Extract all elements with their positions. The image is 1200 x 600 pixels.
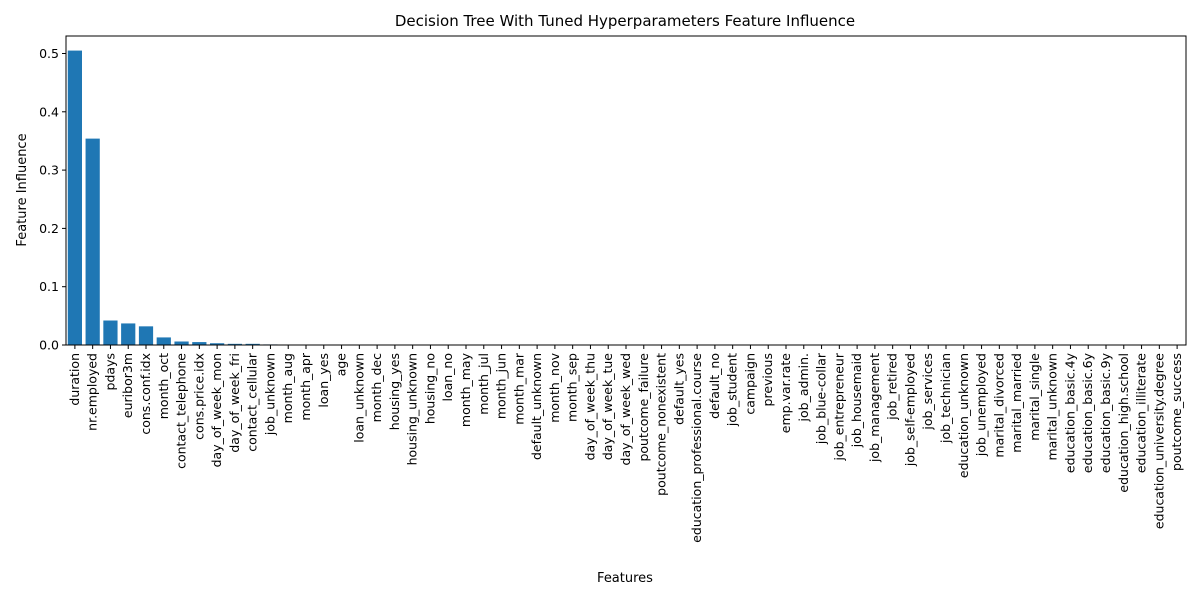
bars-group	[67, 50, 349, 345]
x-tick-label: day_of_week_wed	[618, 353, 633, 465]
bar-contact_telephone	[174, 341, 189, 345]
x-tick-label: default_yes	[671, 353, 686, 425]
x-tick-label: education_basic.9y	[1098, 352, 1113, 473]
x-tick-label: job_admin.	[796, 353, 811, 422]
bar-cons.conf.idx	[138, 326, 154, 345]
x-tick-label: day_of_week_tue	[600, 353, 615, 460]
x-tick-label: duration	[67, 353, 82, 406]
x-tick-label: euribor3m	[120, 353, 135, 418]
x-tick-label: pdays	[102, 353, 117, 390]
x-tick-label: campaign	[742, 353, 757, 415]
bar-month_oct	[156, 337, 171, 345]
x-tick-label: education_basic.4y	[1062, 352, 1077, 473]
x-tick-label: marital_divorced	[991, 353, 1006, 458]
x-tick-label: day_of_week_thu	[582, 353, 597, 460]
x-tick-label: job_unknown	[262, 353, 277, 436]
y-axis: 0.0 0.1 0.2 0.3 0.4 0.5	[39, 46, 66, 353]
x-tick-label: month_jul	[476, 353, 491, 415]
x-tick-label: job_blue-collar	[814, 352, 829, 445]
x-axis: duration nr.employed pdays euribor3m cons.co…	[67, 345, 1184, 543]
bar-pdays	[103, 320, 118, 345]
x-tick-label: cons.price.idx	[191, 353, 206, 440]
y-axis-label: Feature Influence	[15, 133, 30, 246]
y-tick-label: 0.3	[39, 163, 59, 178]
x-tick-label: education_university.degree	[1151, 353, 1166, 529]
y-tick-label: 0.0	[39, 338, 59, 353]
x-tick-label: loan_yes	[316, 353, 331, 408]
x-tick-label: contact_telephone	[174, 353, 189, 469]
x-tick-label: month_dec	[369, 353, 384, 422]
x-tick-label: job_services	[920, 353, 935, 431]
bar-euribor3m	[121, 323, 136, 345]
x-tick-label: education_basic.6y	[1080, 352, 1095, 473]
bar-day_of_week_fri	[227, 343, 242, 345]
x-tick-label: education_unknown	[956, 353, 971, 478]
y-tick-label: 0.2	[39, 221, 59, 236]
x-tick-label: default_unknown	[529, 353, 544, 460]
x-tick-label: default_no	[707, 353, 722, 419]
bar-nr.employed	[85, 138, 100, 345]
x-axis-label: Features	[597, 571, 653, 586]
x-tick-label: previous	[760, 353, 775, 406]
x-tick-label: education_high.school	[1116, 353, 1131, 493]
y-tick-label: 0.1	[39, 279, 59, 294]
x-tick-label: marital_married	[1009, 353, 1024, 453]
chart-title: Decision Tree With Tuned Hyperparameters…	[395, 12, 855, 30]
x-tick-label: loan_no	[440, 353, 455, 402]
y-tick-label: 0.4	[39, 104, 59, 119]
x-tick-label: day_of_week_fri	[227, 353, 242, 453]
x-tick-label: job_unemployed	[974, 353, 989, 457]
x-tick-label: emp.var.rate	[778, 353, 793, 433]
x-tick-label: housing_unknown	[405, 353, 420, 465]
x-tick-label: job_entrepreneur	[831, 352, 846, 461]
x-tick-label: month_sep	[565, 353, 580, 422]
bar-duration	[67, 50, 82, 345]
bar-contact_cellular	[245, 343, 260, 345]
x-tick-label: month_oct	[156, 353, 171, 419]
x-tick-label: education_illiterate	[1134, 353, 1149, 473]
x-tick-label: job_housemaid	[849, 353, 864, 448]
x-tick-label: month_jun	[494, 353, 509, 419]
x-tick-label: job_self-employed	[902, 353, 917, 467]
x-tick-label: month_mar	[511, 352, 526, 425]
x-tick-label: nr.employed	[85, 353, 100, 431]
y-tick-label: 0.5	[39, 46, 59, 61]
x-tick-label: month_apr	[298, 352, 313, 420]
x-tick-label: day_of_week_mon	[209, 353, 224, 467]
x-tick-label: job_retired	[885, 353, 900, 421]
bar-cons.price.idx	[192, 342, 207, 345]
x-tick-label: marital_single	[1027, 353, 1042, 441]
x-tick-label: age	[334, 353, 349, 377]
x-tick-label: housing_yes	[387, 353, 402, 430]
x-tick-label: month_aug	[280, 353, 295, 423]
x-tick-label: marital_unknown	[1045, 353, 1060, 461]
x-tick-label: month_nov	[547, 352, 562, 422]
plot-frame	[65, 35, 1187, 346]
x-tick-label: month_may	[458, 352, 473, 427]
bar-day_of_week_mon	[210, 343, 225, 345]
x-tick-label: poutcome_failure	[636, 353, 651, 462]
x-tick-label: poutcome_nonexistent	[654, 353, 669, 496]
x-tick-label: housing_no	[422, 353, 437, 424]
x-tick-label: job_technician	[938, 353, 953, 444]
x-tick-label: education_professional.course	[689, 353, 704, 543]
x-tick-label: contact_cellular	[245, 352, 260, 452]
x-tick-label: job_management	[867, 353, 882, 463]
x-tick-label: job_student	[725, 353, 740, 427]
x-tick-label: loan_unknown	[351, 353, 366, 443]
x-tick-label: poutcome_success	[1169, 353, 1184, 471]
x-tick-label: cons.conf.idx	[138, 353, 153, 435]
